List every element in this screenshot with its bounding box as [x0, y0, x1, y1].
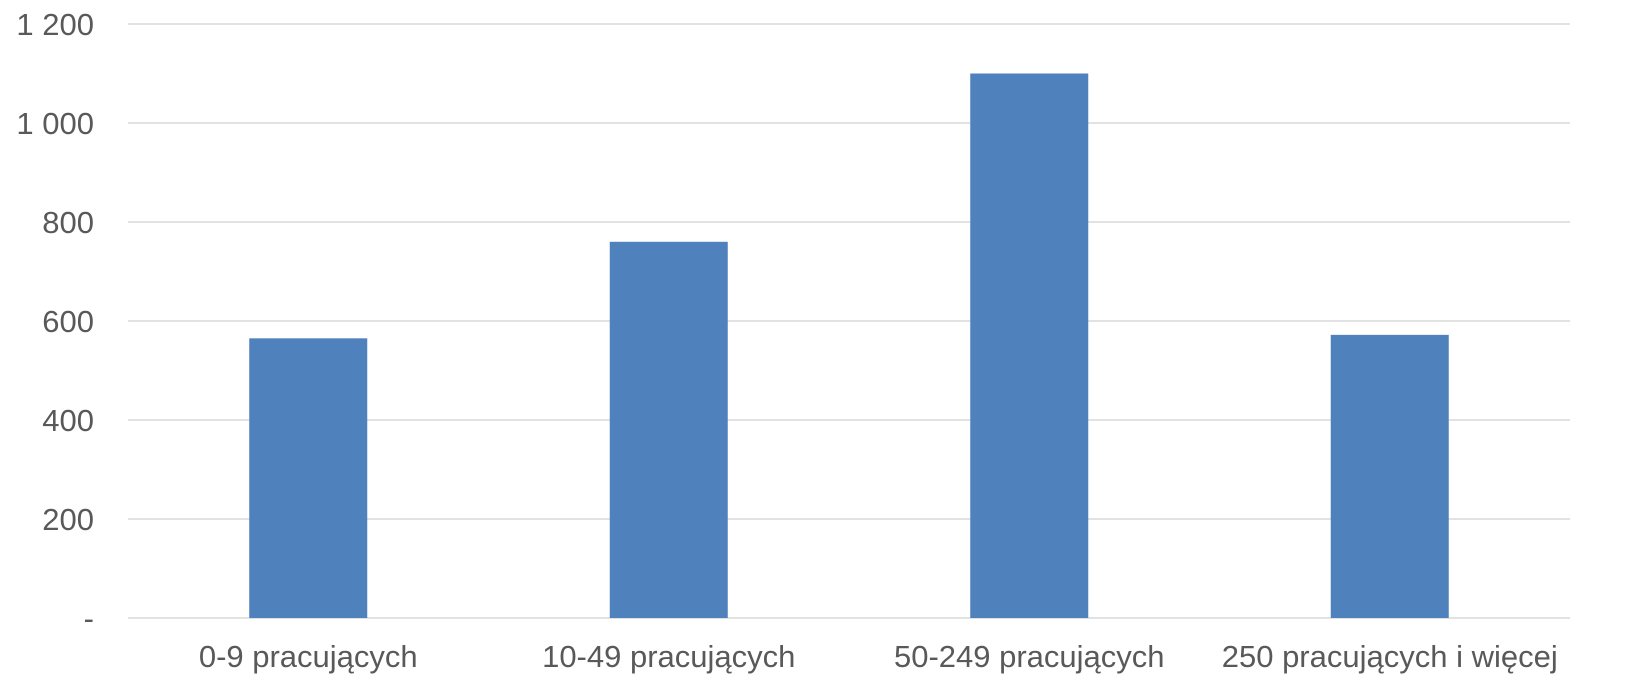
bars [249, 73, 1449, 619]
y-tick-label: 400 [42, 403, 94, 438]
y-tick-label: 1 000 [16, 106, 94, 141]
y-tick-label: 800 [42, 205, 94, 240]
y-tick-label: - [84, 601, 94, 636]
bar [609, 241, 728, 619]
y-tick-label: 600 [42, 304, 94, 339]
x-tick-label: 250 pracujących i więcej [1222, 639, 1558, 674]
y-axis-tick-labels: - 200 400 600 800 1 000 1 200 [16, 7, 94, 636]
bar [970, 73, 1089, 618]
x-tick-label: 0-9 pracujących [199, 639, 418, 674]
gridlines [128, 23, 1570, 619]
y-tick-label: 1 200 [16, 7, 94, 42]
y-tick-label: 200 [42, 502, 94, 537]
x-tick-label: 10-49 pracujących [542, 639, 795, 674]
bar [249, 338, 368, 618]
x-axis-tick-labels: 0-9 pracujących 10-49 pracujących 50-249 p… [199, 639, 1558, 674]
x-tick-label: 50-249 pracujących [894, 639, 1165, 674]
bar [1330, 334, 1449, 618]
